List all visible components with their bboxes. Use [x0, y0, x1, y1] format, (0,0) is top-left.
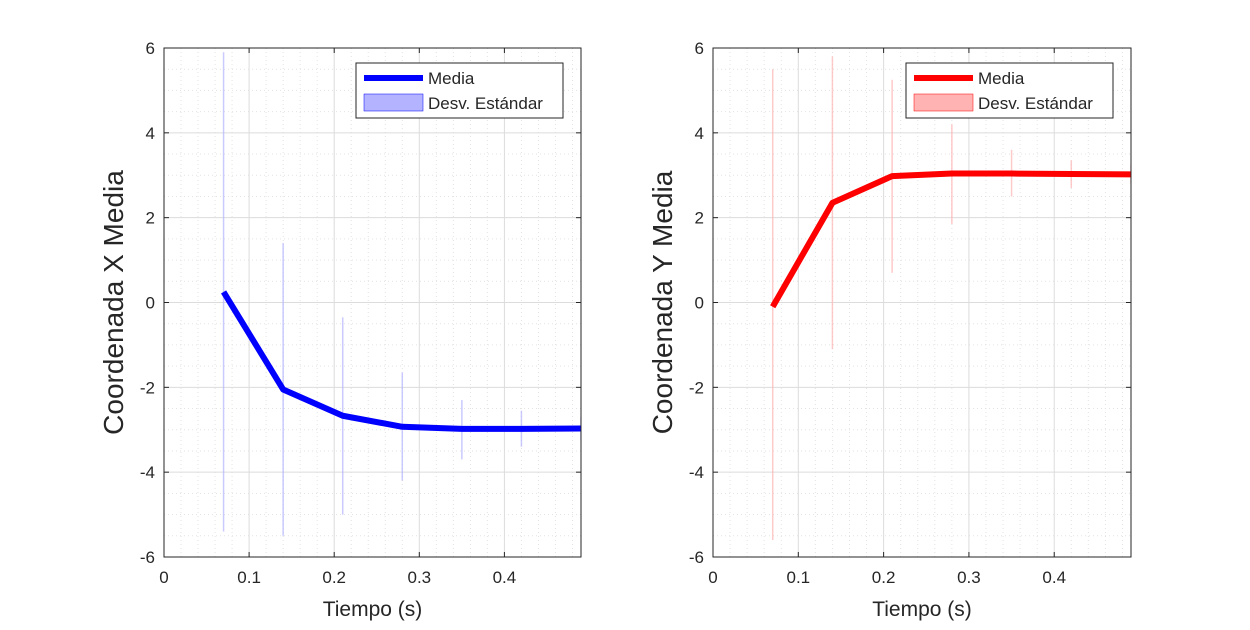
- legend-swatch-std: [914, 94, 973, 111]
- legend-label-media: Media: [428, 69, 475, 88]
- y-axis-label: Coordenada X Media: [98, 170, 129, 435]
- y-tick-label: -4: [689, 463, 704, 482]
- chart-panel-1: 0 0.1 0.2 0.3 0.4 -6 -4 -2 0 2 4 6 Tiempo (s) Coorden…: [98, 39, 582, 621]
- x-tick-label: 0.3: [957, 568, 981, 587]
- x-tick-label: 0.2: [322, 568, 346, 587]
- x-tick-label: 0.1: [237, 568, 261, 587]
- y-tick-label: 2: [146, 209, 155, 228]
- chart-panel-2: 0 0.1 0.2 0.3 0.4 -6 -4 -2 0 2 4 6 Tiempo (s) Coorden…: [647, 39, 1132, 621]
- y-tick-label: 0: [695, 294, 704, 313]
- x-tick-label: 0: [708, 568, 717, 587]
- legend: Media Desv. Estándar: [356, 63, 563, 118]
- y-tick-label: -2: [140, 378, 155, 397]
- legend: Media Desv. Estándar: [906, 63, 1113, 118]
- y-axis-label: Coordenada Y Media: [647, 170, 678, 434]
- legend-label-media: Media: [978, 69, 1025, 88]
- x-tick-label: 0.4: [493, 568, 517, 587]
- y-tick-label: 0: [146, 294, 155, 313]
- x-axis-label: Tiempo (s): [323, 598, 423, 621]
- legend-label-std: Desv. Estándar: [978, 94, 1093, 113]
- x-tick-label: 0.2: [872, 568, 896, 587]
- y-tick-label: -2: [689, 378, 704, 397]
- x-tick-label: 0: [159, 568, 168, 587]
- y-tick-label: 4: [146, 124, 155, 143]
- y-tick-label: 6: [146, 39, 155, 58]
- y-tick-label: -6: [689, 548, 704, 567]
- y-tick-label: 6: [695, 39, 704, 58]
- x-tick-label: 0.3: [407, 568, 431, 587]
- x-tick-label: 0.1: [786, 568, 810, 587]
- y-tick-label: -6: [140, 548, 155, 567]
- legend-label-std: Desv. Estándar: [428, 94, 543, 113]
- y-tick-label: -4: [140, 463, 155, 482]
- x-tick-label: 0.4: [1042, 568, 1066, 587]
- y-tick-label: 2: [695, 209, 704, 228]
- x-axis-label: Tiempo (s): [872, 598, 972, 621]
- legend-swatch-std: [364, 94, 423, 111]
- y-tick-label: 4: [695, 124, 704, 143]
